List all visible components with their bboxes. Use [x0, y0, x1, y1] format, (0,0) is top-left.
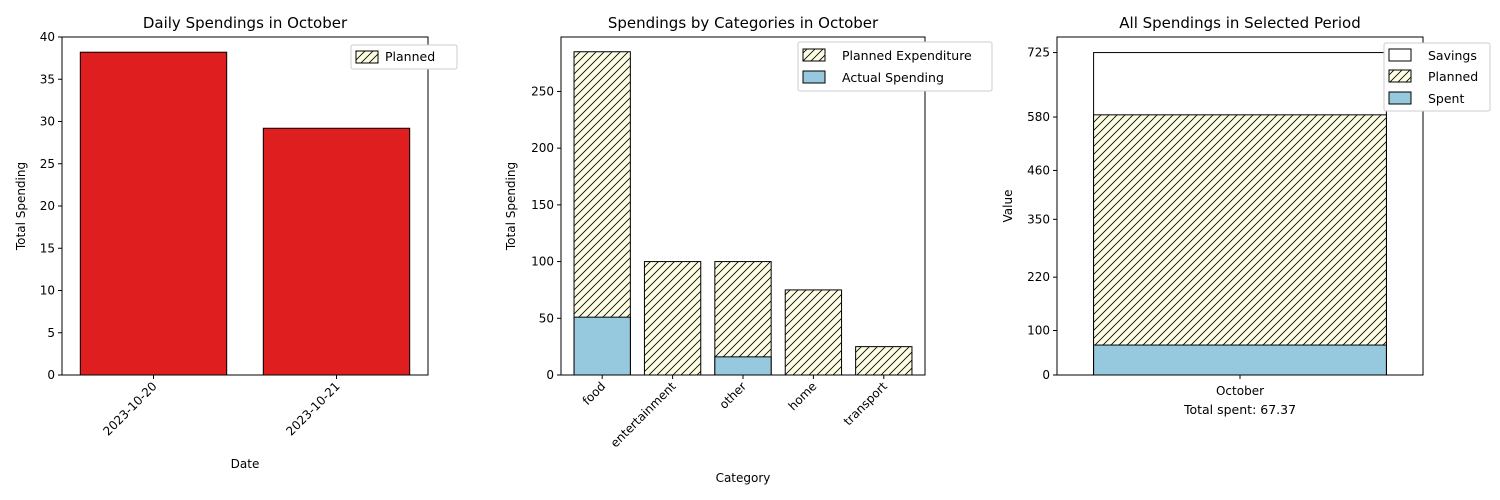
total-spent-annotation: Total spent: 67.37 — [1183, 402, 1296, 417]
daily-bars — [79, 51, 411, 376]
y-tick-label: 100 — [531, 255, 554, 269]
x-tick-label: entertainment — [608, 379, 679, 450]
legend-label-planned: Planned Expenditure — [842, 48, 972, 63]
daily-bar — [262, 127, 411, 376]
x-axis-ticks: 2023-10-20 2023-10-21 — [100, 375, 343, 438]
legend-swatch-spent — [1388, 91, 1412, 105]
legend: Planned Expenditure Actual Spending — [797, 41, 993, 92]
legend-label-actual: Actual Spending — [842, 70, 944, 85]
y-axis-ticks: 0 50 100 150 200 250 — [531, 84, 561, 382]
legend-frame — [797, 41, 993, 92]
legend-swatch-savings — [1388, 48, 1412, 62]
actual-bar — [714, 356, 772, 376]
y-tick-label: 20 — [40, 199, 55, 213]
planned-bar — [714, 261, 772, 376]
y-axis-ticks: 0 5 10 15 20 25 30 35 40 — [40, 30, 62, 382]
legend: Savings Planned Spent — [1383, 42, 1491, 112]
y-tick-label: 40 — [40, 30, 55, 44]
legend-swatch-planned — [802, 48, 826, 62]
chart-title: Spendings by Categories in October — [608, 14, 879, 32]
y-tick-label: 100 — [1027, 324, 1050, 338]
x-tick-label: home — [786, 379, 820, 413]
x-axis-label: Category — [716, 471, 771, 485]
category-spendings-chart: Spendings by Categories in October 0 50 10… — [504, 14, 993, 485]
y-tick-label: 220 — [1027, 270, 1050, 284]
x-tick-label: food — [580, 379, 609, 408]
legend-label-savings: Savings — [1428, 48, 1477, 63]
daily-spendings-chart: Daily Spendings in October 0 5 10 15 20 25 30 3… — [14, 14, 458, 471]
y-tick-label: 30 — [40, 115, 55, 129]
y-tick-label: 15 — [40, 241, 55, 255]
y-tick-label: 250 — [531, 84, 554, 98]
period-bars — [1093, 52, 1387, 376]
y-tick-label: 25 — [40, 157, 55, 171]
legend-swatch-actual — [802, 70, 826, 84]
y-axis-label: Total Spending — [14, 162, 28, 251]
x-tick-label: 2023-10-20 — [100, 379, 159, 438]
y-tick-label: 0 — [546, 368, 554, 382]
y-tick-label: 35 — [40, 72, 55, 86]
spent-bar — [1093, 344, 1387, 376]
legend-label-planned: Planned — [385, 49, 435, 64]
x-tick-label: October — [1216, 384, 1264, 398]
x-tick-label: 2023-10-21 — [283, 379, 342, 438]
y-axis-ticks: 0 100 220 350 460 580 725 — [1027, 46, 1057, 382]
legend: Planned — [350, 44, 458, 70]
y-tick-label: 0 — [47, 368, 55, 382]
y-tick-label: 150 — [531, 198, 554, 212]
daily-bar — [79, 51, 228, 376]
period-spendings-chart: All Spendings in Selected Period 0 100 220… — [1001, 14, 1491, 417]
y-tick-label: 5 — [47, 326, 55, 340]
actual-bar — [573, 316, 631, 376]
planned-bar — [1093, 114, 1387, 376]
x-axis-label: Date — [231, 457, 260, 471]
x-axis-ticks: October — [1216, 375, 1264, 398]
x-axis-ticks: food entertainment other home transport — [580, 375, 890, 450]
legend-label-planned: Planned — [1428, 69, 1478, 84]
y-tick-label: 0 — [1042, 368, 1050, 382]
legend-label-spent: Spent — [1428, 91, 1464, 106]
y-tick-label: 200 — [531, 141, 554, 155]
legend-swatch-planned — [1388, 69, 1412, 83]
x-tick-label: other — [717, 379, 750, 412]
y-axis-label: Value — [1001, 190, 1015, 223]
x-tick-label: transport — [841, 379, 890, 428]
plot-frame — [560, 36, 926, 376]
plot-frame — [61, 36, 429, 376]
y-tick-label: 10 — [40, 284, 55, 298]
planned-bar — [784, 289, 843, 376]
y-tick-label: 725 — [1027, 46, 1050, 60]
y-tick-label: 50 — [539, 311, 554, 325]
legend-swatch-planned — [355, 50, 379, 64]
y-tick-label: 580 — [1027, 110, 1050, 124]
y-tick-label: 460 — [1027, 163, 1050, 177]
plot-frame — [1056, 36, 1424, 376]
planned-bar — [855, 346, 913, 376]
chart-title: Daily Spendings in October — [143, 14, 348, 32]
y-tick-label: 350 — [1027, 212, 1050, 226]
y-axis-label: Total Spending — [504, 162, 518, 251]
chart-title: All Spendings in Selected Period — [1119, 14, 1360, 32]
planned-bar — [643, 261, 702, 376]
category-bars — [573, 51, 913, 376]
